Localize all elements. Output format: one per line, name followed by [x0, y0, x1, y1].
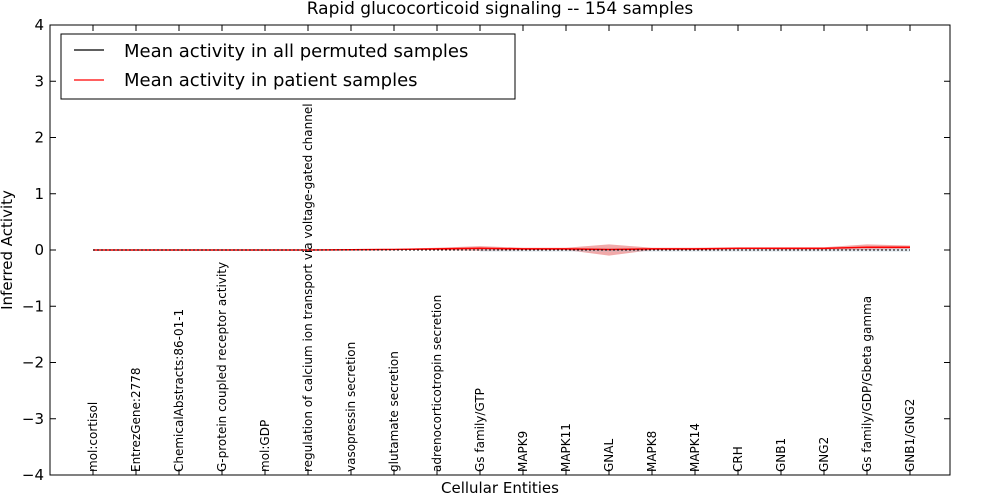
- legend-box: [60, 33, 516, 100]
- legend: Mean activity in all permuted samples Me…: [60, 33, 516, 100]
- x-category-label: mol:cortisol: [86, 402, 100, 472]
- legend-label-permuted: Mean activity in all permuted samples: [124, 41, 468, 62]
- y-tick-label: 4: [34, 16, 44, 34]
- x-category-label: EntrezGene:2778: [129, 368, 143, 473]
- legend-label-patient: Mean activity in patient samples: [124, 70, 418, 91]
- x-category-label: MAPK11: [559, 423, 573, 472]
- x-category-label: MAPK8: [645, 431, 659, 472]
- y-tick-label: 0: [34, 241, 44, 259]
- x-category-label: Gs family/GTP: [473, 388, 487, 472]
- x-axis-label: Cellular Entities: [441, 479, 559, 497]
- x-category-label: mol:GDP: [258, 420, 272, 472]
- x-category-label: GNB1: [774, 438, 788, 472]
- x-ticks: [92, 25, 911, 475]
- y-tick-label: −1: [22, 297, 44, 315]
- y-tick-label: 1: [34, 185, 44, 203]
- x-category-label: GNB1/GNG2: [903, 399, 917, 472]
- category-labels: mol:cortisol EntrezGene:2778 ChemicalAbstr…: [86, 103, 917, 472]
- y-tick-label: 2: [34, 129, 44, 147]
- x-category-label: adrenocorticotropin secretion: [430, 295, 444, 472]
- chart-title: Rapid glucocorticoid signaling -- 154 sa…: [307, 0, 694, 19]
- y-tick-label: −3: [22, 410, 44, 428]
- x-category-label: GNAL: [602, 439, 616, 472]
- x-category-label: G-protein coupled receptor activity: [215, 262, 229, 472]
- line-layer: [93, 246, 910, 251]
- x-category-label: glutamate secretion: [387, 351, 401, 472]
- x-category-label: ChemicalAbstracts:86-01-1: [172, 309, 186, 472]
- y-tick-label: −4: [22, 466, 44, 484]
- x-category-label: MAPK9: [516, 431, 530, 472]
- y-axis-label: Inferred Activity: [0, 190, 16, 310]
- y-tick-label: −2: [22, 354, 44, 372]
- x-category-label: GNG2: [817, 437, 831, 472]
- x-category-label: Gs family/GDP/Gbeta gamma: [860, 296, 874, 472]
- y-tick-label: 3: [34, 72, 44, 90]
- y-ticks: 4 3 2 1 0 −1 −2 −3 −4: [22, 16, 950, 484]
- x-category-label: MAPK14: [688, 423, 702, 472]
- x-category-label: CRH: [731, 446, 745, 472]
- x-category-label: vasopressin secretion: [344, 342, 358, 472]
- x-category-label: regulation of calcium ion transport via …: [301, 103, 315, 472]
